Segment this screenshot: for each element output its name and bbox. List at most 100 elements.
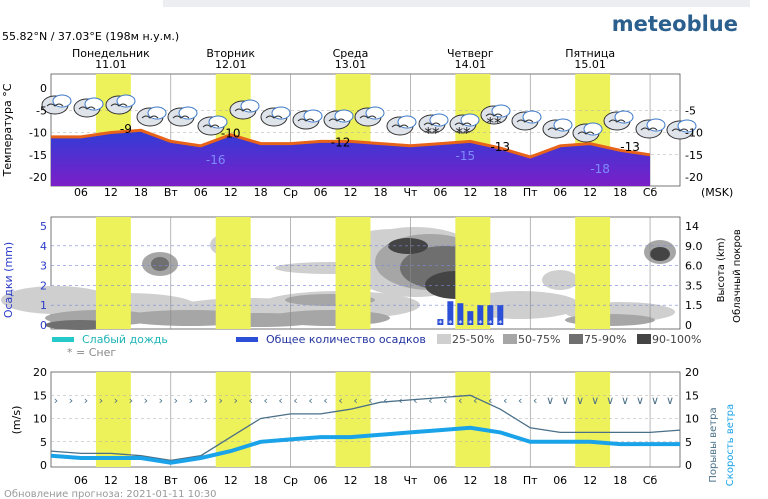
daylight-band [575,217,611,329]
wind-speed-line [50,425,680,465]
precipitation-y-tick: 0 [40,319,47,332]
precipitation-bar [437,319,444,325]
wind-arrow: ‹ [353,394,357,407]
weather-icons: ** ** ** [41,94,697,143]
wind-y-tick-right: 5 [685,436,692,449]
meteoblue-logo[interactable]: meteoblue [611,12,738,36]
legend-cloud-50-swatch [503,334,517,344]
x-tick-label: 12 [104,474,118,487]
temperature-label: -16 [206,153,226,167]
x-tick-label: 06 [433,186,447,199]
wind-arrow: › [129,394,133,407]
legend-cloud-25: 25-50% [452,333,494,346]
x-axis-ticks-temperature: 06 12 18 Вт 06 12 18 Ср 06 12 18 Чт 06 12 18 Пт 06 12 18 Сб [74,186,658,199]
day-name: Вторник [206,47,255,60]
x-tick-label: 06 [314,474,328,487]
precipitation-y-tick: 5 [40,220,47,233]
cloud-cover-area [151,257,169,271]
day-name: Четверг [447,47,494,60]
wind-arrow: ‹ [398,394,402,407]
snow-marker: * [478,319,482,328]
x-tick-label: 06 [74,186,88,199]
wind-arrow: ‹ [533,394,537,407]
snow-marker: * [458,319,462,328]
daylight-band [575,372,611,467]
cloud-height-y-tick: 9.0 [685,240,703,253]
temperature-y-tick-right: -10 [685,127,703,140]
timezone-label: (MSK) [701,186,733,199]
wind-arrow: › [99,394,103,407]
temperature-y-tick-right: -5 [685,104,696,117]
temperature-label: -12 [331,135,351,149]
wind-arrow: ‹ [338,394,342,407]
location-coordinates: 55.82°N / 37.03°E (198м н.у.м.) [2,30,180,43]
x-tick-label: Вт [164,474,179,487]
legend-cloud-25-swatch [437,334,451,344]
day-date: 12.01 [215,58,247,71]
wind-direction-arrows: › › › › › › › › › › › › › ‹ ‹ ‹ ‹ ‹ ‹ ‹ ‹ ‹ ‹ ‹ ‹ ‹ ‹ ‹ ‹ ‹ ‹ ‹ ‹ ∨ ∨ ∨ ∨ ∨ ∨ ∨… [54,394,674,407]
temperature-label: -13 [490,140,510,154]
wind-arrow: › [189,394,193,407]
wind-arrow: ‹ [518,394,522,407]
wind-arrow: ‹ [278,394,282,407]
wind-y-tick-right: 15 [685,389,699,402]
legend-cloud-90-swatch [637,334,651,344]
wind-arrow: ‹ [263,394,267,407]
daylight-band [335,217,371,329]
daylight-band [455,372,491,467]
snow-icon: ** [425,124,441,142]
x-tick-label: 12 [224,474,238,487]
x-tick-label: 12 [583,186,597,199]
temperature-label: -13 [620,140,640,154]
wind-arrow: ∨ [636,394,644,407]
day-date: 15.01 [574,58,606,71]
temperature-y-tick-right: -20 [685,171,703,184]
wind-arrow: ‹ [308,394,312,407]
day-name: Среда [333,47,369,60]
wind-y-tick: 5 [40,436,47,449]
temperature-axis-label: Температура °C [1,83,14,177]
x-tick-label: Вт [164,186,179,199]
legend-cloud-75-swatch [569,334,583,344]
snow-icon: ** [456,124,472,142]
wind-y-tick: 20 [33,366,47,379]
x-tick-label: 06 [433,474,447,487]
x-tick-label: 12 [224,186,238,199]
daylight-band [335,372,371,467]
wind-panel: › › › › › › › › › › › › › ‹ ‹ ‹ ‹ ‹ ‹ ‹ ‹ ‹ ‹ ‹ ‹ ‹ ‹ ‹ ‹ ‹ ‹ ‹ ‹ ∨ ∨ ∨ ∨ ∨ ∨ ∨… [10,366,736,486]
cloud-cover-axis-label: Облачный покров [732,229,743,323]
precipitation-bar [447,301,454,325]
temperature-label: -10 [221,127,241,141]
x-tick-label: 18 [134,186,148,199]
wind-gust-line [50,394,681,462]
x-tick-label: 18 [373,474,387,487]
day-name: Понедельник [72,47,150,60]
x-tick-label: 12 [583,474,597,487]
update-timestamp: Обновление прогноза: 2021-01-11 10:30 [4,489,217,499]
wind-y-tick: 0 [40,459,47,472]
temperature-y-tick: -5 [36,104,47,117]
legend-cloud-50: 50-75% [518,333,560,346]
x-tick-label: 06 [553,186,567,199]
legend-light-rain-swatch [52,337,74,342]
wind-arrow: › [84,394,88,407]
wind-arrow: › [159,394,163,407]
temperature-label: -9 [120,122,132,136]
wind-arrow: ‹ [368,394,372,407]
legend-light-rain: Слабый дождь [82,333,168,346]
snow-marker: * [448,319,452,328]
wind-arrow: ‹ [413,394,417,407]
x-tick-label: 06 [553,474,567,487]
temperature-y-tick: -20 [29,171,47,184]
wind-arrow: ‹ [248,394,252,407]
day-date: 14.01 [455,58,487,71]
x-tick-label: Пт [523,474,538,487]
x-tick-label: Ср [283,474,298,487]
temperature-label: -18 [590,162,610,176]
precipitation-y-tick: 4 [40,240,47,253]
x-tick-label: Чт [403,186,418,199]
wind-arrow: ‹ [458,394,462,407]
x-tick-label: 18 [134,474,148,487]
wind-arrow: › [204,394,208,407]
cloud-height-y-tick: 14 [685,220,699,233]
